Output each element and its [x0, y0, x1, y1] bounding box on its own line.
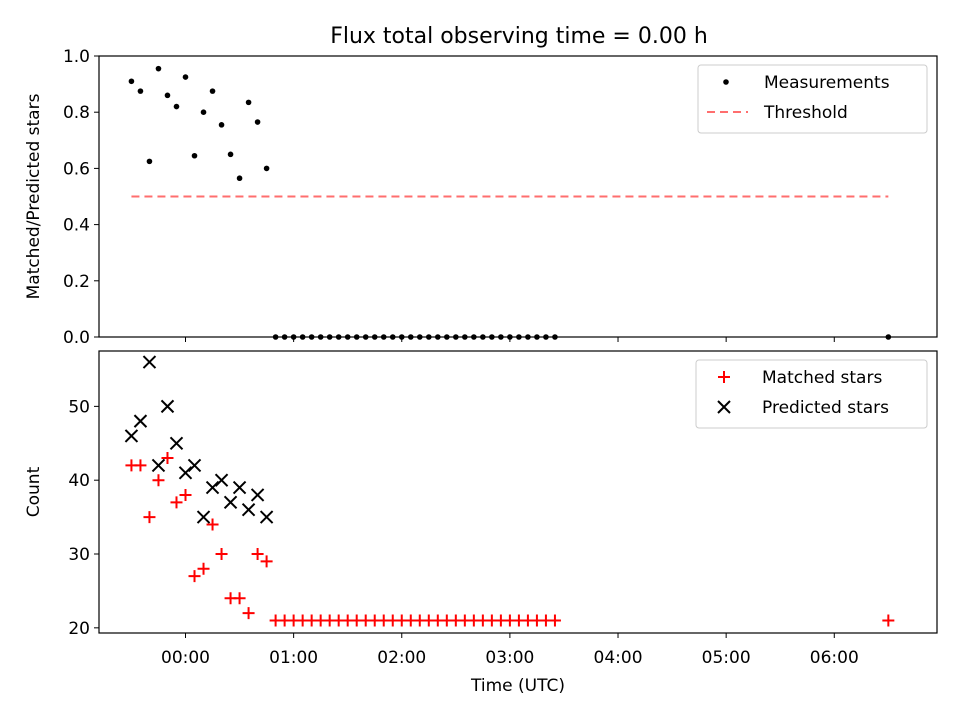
x-tick-label: 02:00 [377, 648, 426, 668]
measurement-point [263, 165, 270, 172]
matched-star-point [161, 452, 174, 465]
x-axis-label: Time (UTC) [470, 676, 565, 696]
matched-star-point [242, 607, 255, 620]
legend-box [697, 64, 928, 134]
legend: Measurements Threshold [697, 64, 928, 134]
legend-measurement-marker [723, 79, 729, 85]
matched-star-point [548, 614, 561, 627]
measurement-point [164, 92, 171, 99]
predicted-star-point [250, 488, 265, 502]
predicted-star-point [151, 458, 166, 473]
y-tick-label: 40 [68, 471, 90, 491]
y-tick-label: 0.8 [63, 103, 90, 123]
x-tick-label: 04:00 [594, 648, 643, 668]
matched-star-point [206, 518, 219, 531]
matched-star-point [188, 570, 201, 583]
measurement-point [128, 78, 135, 85]
predicted-star-point [196, 510, 211, 524]
legend-label: Predicted stars [762, 398, 889, 418]
figure-title: Flux total observing time = 0.00 h [330, 24, 708, 49]
axes-frame [98, 55, 938, 338]
y-tick-label: 30 [68, 545, 90, 565]
predicted-star-point [178, 466, 193, 480]
matched-star-point [170, 496, 183, 509]
y-tick-label: 50 [68, 397, 90, 417]
series-matched-stars [125, 452, 895, 627]
y-tick-label: 0.4 [63, 216, 90, 236]
y-axis-label: Count [24, 466, 44, 517]
axes-frame [98, 350, 938, 634]
legend-label: Threshold [763, 103, 848, 123]
measurement-point [245, 99, 252, 106]
y-tick-label: 0.6 [63, 159, 90, 179]
x-tick-label: 00:00 [161, 648, 210, 668]
matched-star-point [233, 592, 246, 605]
predicted-star-point [241, 503, 256, 517]
x-tick-label: 01:00 [269, 648, 318, 668]
predicted-star-point [214, 473, 229, 487]
legend: Matched stars Predicted stars [695, 359, 928, 429]
measurement-point [146, 158, 153, 165]
measurement-point [236, 175, 243, 182]
x-tick-label: 03:00 [485, 648, 534, 668]
measurement-point [218, 122, 225, 128]
matched-star-point [882, 614, 895, 627]
measurement-point [209, 88, 216, 94]
measurement-point [155, 65, 162, 72]
matched-star-point [260, 555, 273, 568]
top-axes: 0.0 0.2 0.4 0.6 0.8 1.0 Matched/Predicted star… [24, 47, 938, 348]
matched-star-point [152, 474, 165, 487]
y-tick-label: 20 [68, 619, 90, 639]
measurement-point [182, 74, 189, 80]
predicted-star-point [205, 480, 220, 495]
predicted-star-point [187, 458, 202, 473]
legend-label: Matched stars [762, 368, 882, 388]
matched-star-point [251, 548, 264, 561]
legend-matched-marker [718, 371, 730, 383]
y-tick-label: 0.0 [63, 328, 90, 348]
matched-star-point [215, 548, 228, 561]
predicted-star-point [259, 510, 274, 524]
matched-star-point [143, 511, 156, 524]
measurement-point [191, 152, 198, 159]
predicted-star-point [232, 480, 247, 495]
measurement-point [137, 88, 144, 94]
series-predicted-stars [124, 355, 274, 524]
predicted-star-point [160, 399, 175, 414]
measurement-point [200, 109, 207, 115]
matched-star-point [179, 488, 192, 501]
y-tick-label: 1.0 [63, 47, 90, 67]
matched-star-point [197, 562, 210, 575]
measurement-point [254, 119, 261, 125]
predicted-star-point [169, 436, 184, 450]
predicted-star-point [124, 429, 139, 443]
measurement-point [227, 151, 234, 158]
matched-star-point [134, 459, 147, 472]
predicted-star-point [133, 414, 148, 428]
x-tick-label: 06:00 [810, 648, 859, 668]
legend-label: Measurements [764, 73, 890, 93]
y-axis-label: Matched/Predicted stars [24, 93, 44, 299]
x-tick-label: 05:00 [702, 648, 751, 668]
bottom-axes: 20 30 40 50 00:00 01:00 02:00 03:00 04:00 05:00 06… [24, 350, 938, 696]
measurement-point [173, 103, 180, 110]
y-tick-label: 0.2 [63, 272, 90, 292]
legend-box [695, 359, 928, 429]
predicted-star-point [142, 355, 157, 369]
predicted-star-point [223, 495, 238, 510]
legend-predicted-marker [717, 400, 731, 414]
